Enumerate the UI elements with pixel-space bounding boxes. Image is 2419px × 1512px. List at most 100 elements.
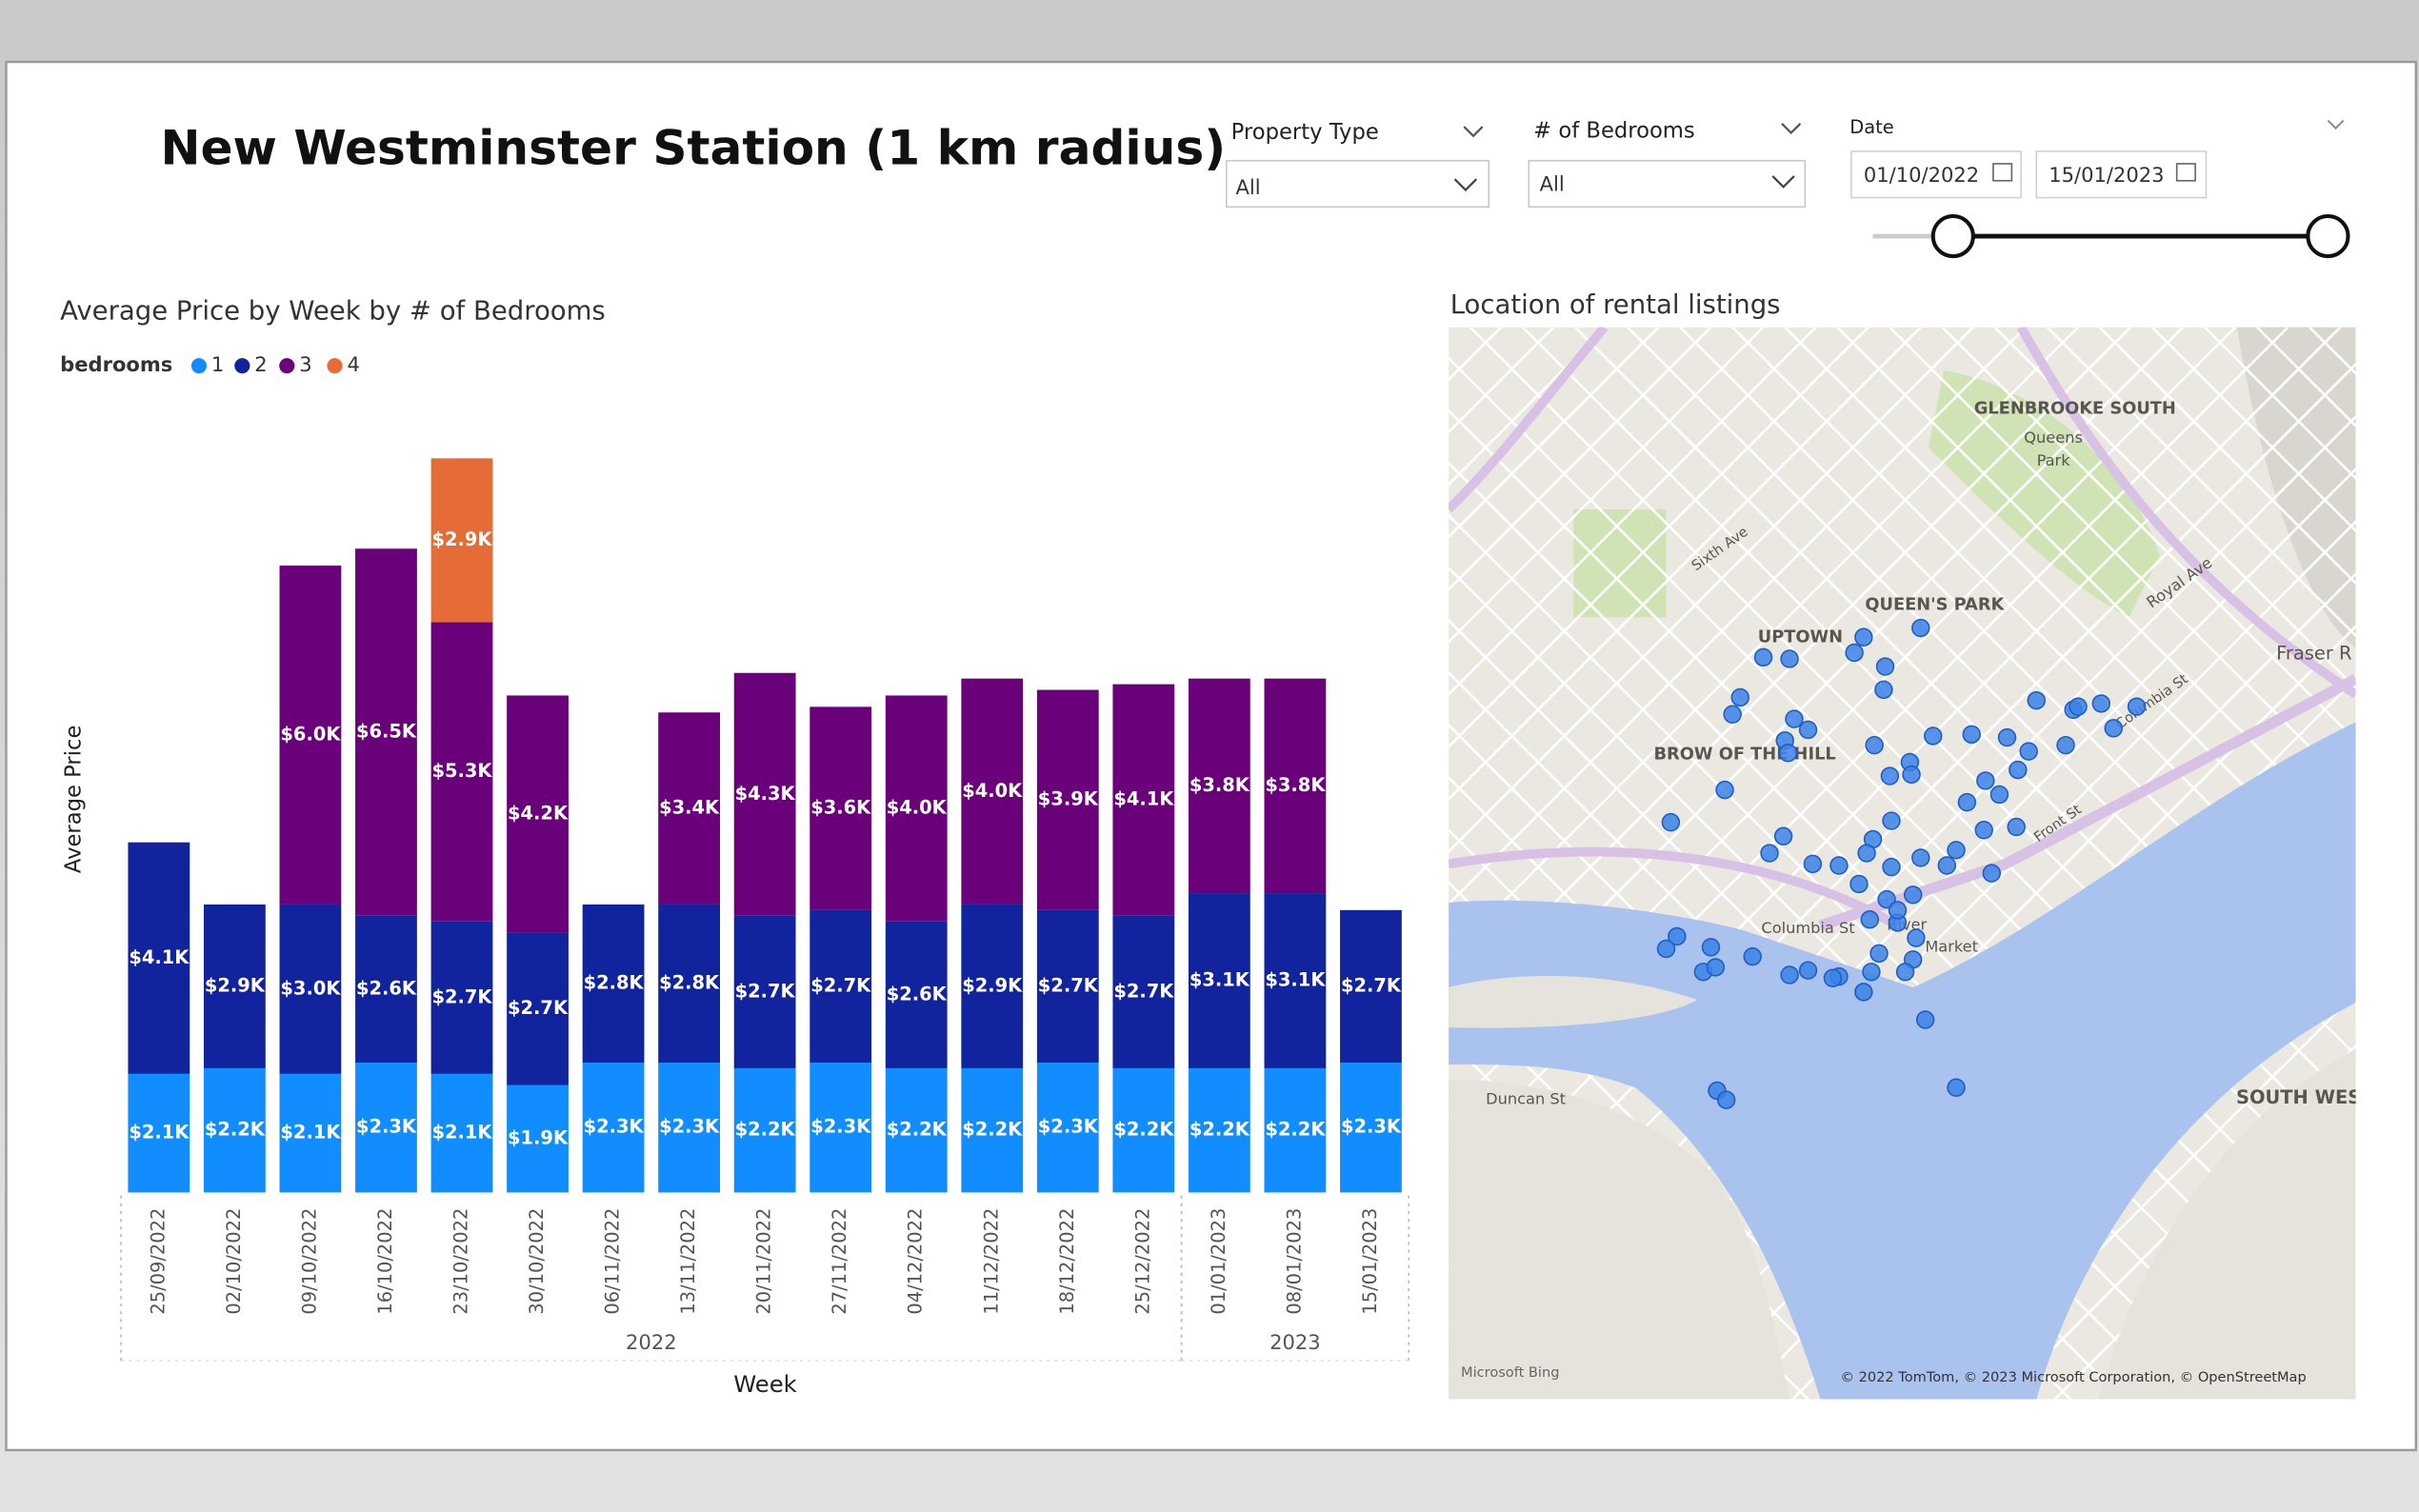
listing-point bbox=[1924, 726, 1943, 746]
legend-label: 1 bbox=[211, 352, 224, 376]
y-axis-title: Average Price bbox=[61, 726, 86, 874]
listing-point bbox=[1976, 771, 1995, 790]
data-label: $4.0K bbox=[962, 780, 1023, 802]
map-hill bbox=[2236, 327, 2356, 648]
listing-point bbox=[1882, 811, 1901, 830]
map-logo: Microsoft Bing bbox=[1461, 1364, 1559, 1381]
bar-segment bbox=[1112, 684, 1175, 916]
listing-point bbox=[2069, 697, 2088, 716]
data-label: $2.7K bbox=[1038, 974, 1099, 996]
street bbox=[1449, 327, 1922, 802]
bar-segment bbox=[1188, 678, 1250, 894]
listing-point bbox=[2019, 742, 2038, 761]
slicer-property-type[interactable]: Property Type All bbox=[1226, 120, 1490, 209]
calendar-icon[interactable] bbox=[2175, 163, 2196, 182]
listing-point bbox=[1907, 928, 1926, 947]
listing-point bbox=[1668, 926, 1687, 946]
listing-point bbox=[1911, 848, 1930, 867]
chevron bbox=[2327, 119, 2345, 130]
data-label: $3.4K bbox=[659, 797, 720, 819]
bar-segment bbox=[810, 909, 872, 1064]
data-label: $3.1K bbox=[1190, 969, 1250, 991]
data-label: $3.9K bbox=[1038, 788, 1099, 810]
listing-point bbox=[1947, 841, 1966, 860]
listing-point bbox=[1937, 856, 1957, 875]
bar-segment bbox=[430, 921, 493, 1074]
highway bbox=[1449, 327, 1609, 513]
data-label: $3.1K bbox=[1265, 969, 1326, 991]
bar-segment bbox=[961, 678, 1024, 905]
street bbox=[2150, 327, 2356, 533]
date-end: 15/01/2023 bbox=[2049, 163, 2164, 187]
listing-point bbox=[1875, 657, 1895, 676]
data-label: $2.3K bbox=[1038, 1116, 1099, 1138]
data-label: $4.1K bbox=[1113, 788, 1174, 810]
street bbox=[1836, 327, 2356, 847]
data-label: $2.7K bbox=[1113, 980, 1174, 1002]
x-tick-label: 02/10/2022 bbox=[223, 1208, 245, 1315]
listing-point bbox=[1753, 647, 1773, 667]
data-label: $2.2K bbox=[887, 1119, 948, 1141]
bar-segment bbox=[1036, 909, 1099, 1064]
bar-segment bbox=[1264, 1067, 1327, 1193]
listing-point bbox=[1773, 826, 1793, 846]
date-input[interactable] bbox=[2035, 150, 2208, 199]
bar-segment bbox=[1340, 1063, 1402, 1193]
slider-handle[interactable] bbox=[1930, 214, 1975, 259]
listing-point bbox=[1723, 705, 1742, 724]
dropdown-value: All bbox=[1540, 172, 1565, 196]
x-tick-label: 04/12/2022 bbox=[905, 1208, 927, 1315]
legend-label: 2 bbox=[254, 352, 267, 376]
slicer-bedrooms[interactable]: # of Bedrooms All bbox=[1528, 118, 1807, 209]
legend-marker bbox=[190, 358, 208, 374]
listing-point bbox=[1874, 680, 1893, 700]
data-label: $2.2K bbox=[962, 1119, 1023, 1141]
map-label: Park bbox=[2037, 451, 2071, 469]
chevron bbox=[1771, 175, 1795, 189]
x-tick-label: 18/12/2022 bbox=[1056, 1208, 1078, 1315]
listing-point bbox=[1915, 1010, 1935, 1029]
listing-point bbox=[1862, 963, 1881, 982]
map-title: Location of rental listings bbox=[1450, 289, 1781, 320]
listing-point bbox=[1730, 687, 1749, 707]
data-label: $3.8K bbox=[1265, 774, 1326, 796]
listing-point bbox=[1997, 727, 2017, 747]
listing-point bbox=[2027, 690, 2046, 710]
date-start: 01/10/2022 bbox=[1864, 163, 1979, 187]
data-label: $2.3K bbox=[1341, 1116, 1402, 1138]
map-park bbox=[1573, 508, 1667, 618]
data-label: $6.0K bbox=[280, 723, 341, 745]
listing-point bbox=[1854, 627, 1873, 647]
map-label: QUEEN'S PARK bbox=[1865, 594, 2005, 614]
data-label: $2.6K bbox=[887, 983, 948, 1005]
listing-point bbox=[1798, 720, 1818, 740]
listing-point bbox=[1716, 1090, 1736, 1109]
map-label: Queens bbox=[2024, 428, 2083, 447]
listing-point bbox=[1877, 889, 1896, 909]
x-group-label: 2022 bbox=[626, 1330, 677, 1354]
dropdown[interactable] bbox=[1226, 159, 1490, 209]
x-tick-label: 13/11/2022 bbox=[677, 1208, 699, 1315]
legend-marker bbox=[327, 358, 343, 374]
map[interactable]: GLENBROOKE SOUTH Queens Park QUEEN'S PARK UP… bbox=[369, 327, 2419, 1407]
listing-point bbox=[1701, 938, 1721, 957]
calendar-icon[interactable] bbox=[1992, 163, 2013, 182]
x-axis-title: Week bbox=[733, 1370, 797, 1398]
bar-segment bbox=[961, 1067, 1024, 1193]
dropdown[interactable] bbox=[1528, 159, 1807, 209]
data-label: $2.3K bbox=[356, 1116, 417, 1138]
street bbox=[1449, 327, 1974, 854]
street bbox=[2098, 327, 2356, 586]
street bbox=[1449, 327, 1869, 749]
slicer-date[interactable]: Date 01/10/2022 15/01/2023 bbox=[1849, 116, 2350, 259]
listing-point bbox=[1911, 618, 1930, 638]
data-label: $2.2K bbox=[735, 1119, 796, 1141]
bar-segment bbox=[658, 1063, 721, 1193]
listing-point bbox=[2104, 719, 2123, 738]
map-label: Fraser R bbox=[2276, 643, 2351, 665]
data-label: $4.2K bbox=[508, 803, 569, 825]
listing-point bbox=[1880, 766, 1900, 786]
legend-label: 4 bbox=[347, 352, 359, 376]
slider-handle[interactable] bbox=[2306, 214, 2350, 259]
data-label: $2.2K bbox=[1265, 1119, 1326, 1141]
